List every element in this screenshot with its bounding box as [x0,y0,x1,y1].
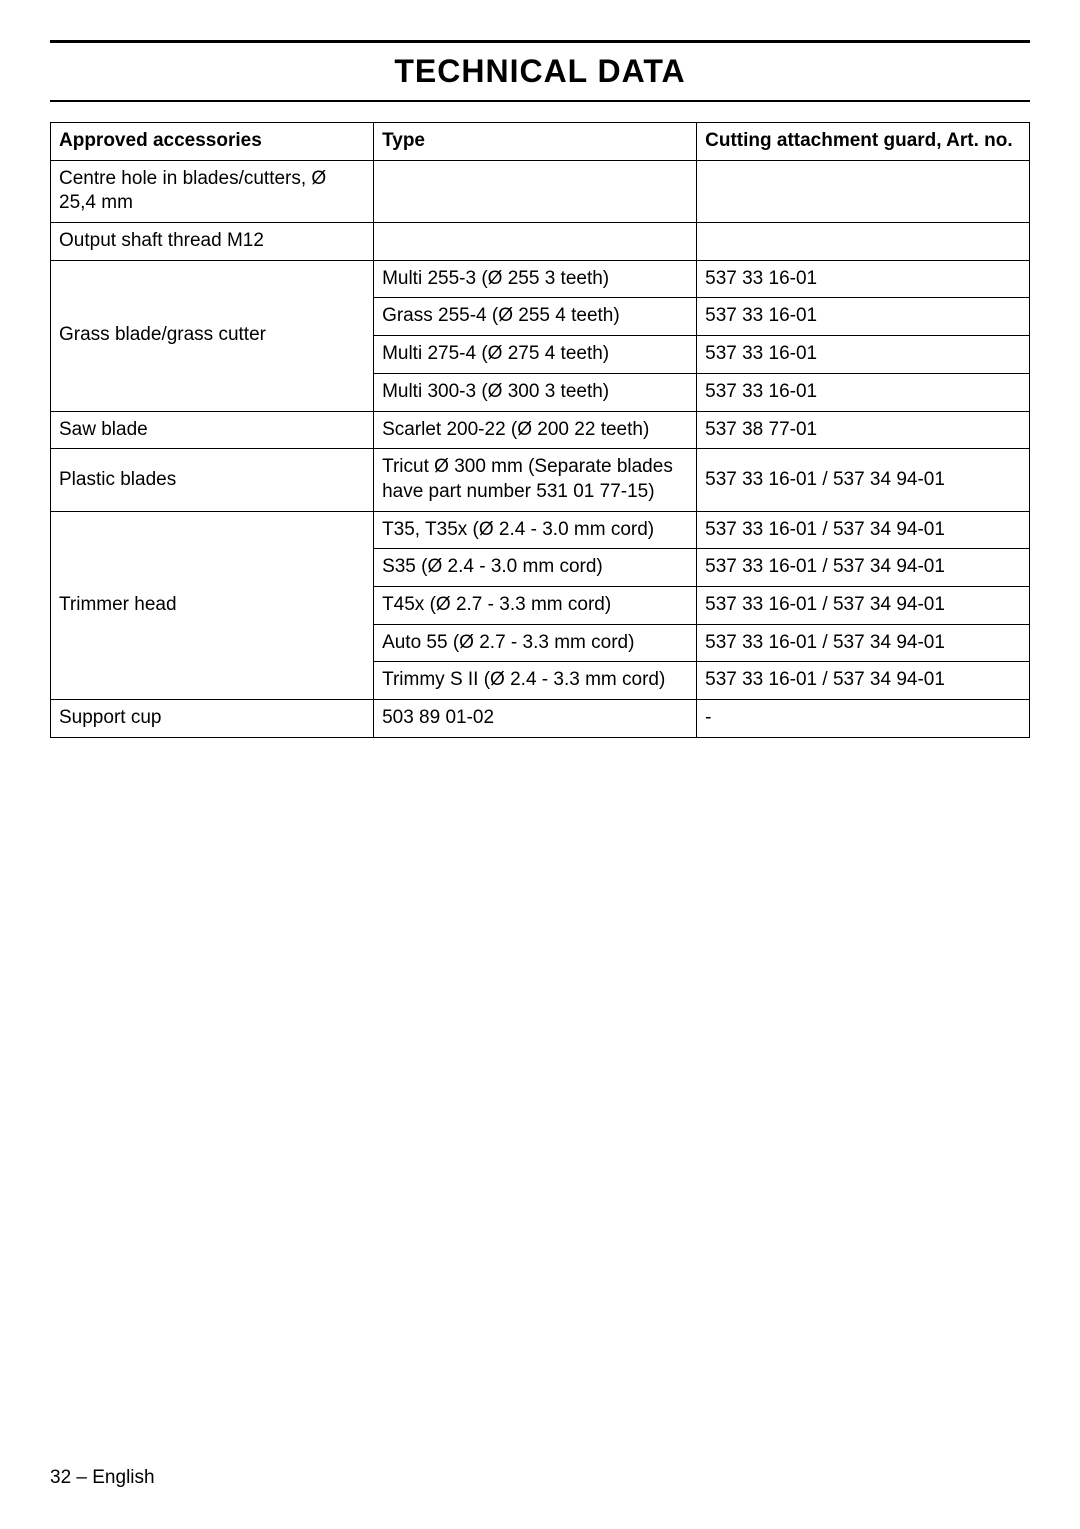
cell-art: 537 33 16-01 [697,373,1030,411]
table-header-row: Approved accessories Type Cutting attach… [51,123,1030,161]
cell-accessory: Output shaft thread M12 [51,223,374,261]
cell-art: 537 33 16-01 [697,260,1030,298]
table-row: Saw blade Scarlet 200-22 (Ø 200 22 teeth… [51,411,1030,449]
cell-art: 537 33 16-01 / 537 34 94-01 [697,549,1030,587]
cell-art: 537 33 16-01 / 537 34 94-01 [697,511,1030,549]
cell-type: Trimmy S II (Ø 2.4 - 3.3 mm cord) [374,662,697,700]
table-row: Trimmer head T35, T35x (Ø 2.4 - 3.0 mm c… [51,511,1030,549]
cell-type [374,223,697,261]
cell-type: T45x (Ø 2.7 - 3.3 mm cord) [374,586,697,624]
cell-art: 537 33 16-01 / 537 34 94-01 [697,449,1030,511]
top-rule [50,40,1030,43]
cell-accessory: Grass blade/grass cutter [51,260,374,411]
cell-type: Tricut Ø 300 mm (Separate blades have pa… [374,449,697,511]
col-header-accessories: Approved accessories [51,123,374,161]
cell-art: 537 33 16-01 / 537 34 94-01 [697,624,1030,662]
cell-accessory: Trimmer head [51,511,374,699]
table-row: Plastic blades Tricut Ø 300 mm (Separate… [51,449,1030,511]
cell-accessory: Plastic blades [51,449,374,511]
cell-art: 537 33 16-01 [697,336,1030,374]
cell-art [697,160,1030,222]
cell-type [374,160,697,222]
accessories-table: Approved accessories Type Cutting attach… [50,122,1030,738]
cell-accessory: Centre hole in blades/cutters, Ø 25,4 mm [51,160,374,222]
cell-type: T35, T35x (Ø 2.4 - 3.0 mm cord) [374,511,697,549]
table-row: Output shaft thread M12 [51,223,1030,261]
cell-art: 537 38 77-01 [697,411,1030,449]
cell-type: Multi 300-3 (Ø 300 3 teeth) [374,373,697,411]
cell-art: 537 33 16-01 [697,298,1030,336]
cell-accessory: Support cup [51,700,374,738]
cell-type: Scarlet 200-22 (Ø 200 22 teeth) [374,411,697,449]
page-title: TECHNICAL DATA [50,53,1030,90]
cell-accessory: Saw blade [51,411,374,449]
cell-type: 503 89 01-02 [374,700,697,738]
table-row: Support cup 503 89 01-02 - [51,700,1030,738]
cell-type: S35 (Ø 2.4 - 3.0 mm cord) [374,549,697,587]
page: TECHNICAL DATA Approved accessories Type… [0,0,1080,1529]
table-row: Centre hole in blades/cutters, Ø 25,4 mm [51,160,1030,222]
cell-art [697,223,1030,261]
cell-type: Grass 255-4 (Ø 255 4 teeth) [374,298,697,336]
cell-art: 537 33 16-01 / 537 34 94-01 [697,662,1030,700]
cell-type: Multi 255-3 (Ø 255 3 teeth) [374,260,697,298]
page-footer: 32 – English [50,1467,155,1489]
col-header-type: Type [374,123,697,161]
cell-art: 537 33 16-01 / 537 34 94-01 [697,586,1030,624]
table-row: Grass blade/grass cutter Multi 255-3 (Ø … [51,260,1030,298]
cell-type: Multi 275-4 (Ø 275 4 teeth) [374,336,697,374]
cell-type: Auto 55 (Ø 2.7 - 3.3 mm cord) [374,624,697,662]
cell-art: - [697,700,1030,738]
col-header-art: Cutting attachment guard, Art. no. [697,123,1030,161]
bottom-rule [50,100,1030,102]
